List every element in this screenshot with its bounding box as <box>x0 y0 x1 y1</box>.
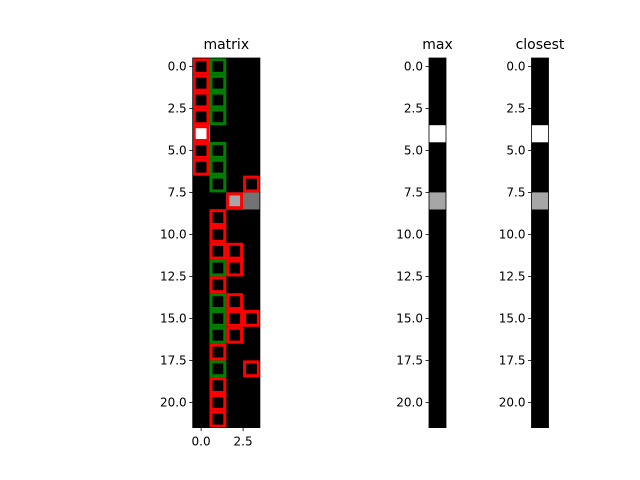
red-box <box>226 310 244 327</box>
panel-title: closest <box>516 37 565 53</box>
y-tick-label: 10.0 <box>499 228 526 242</box>
green-box <box>209 91 227 109</box>
y-tick-label: 7.5 <box>168 186 187 200</box>
heatmap-background <box>531 58 549 428</box>
max-panel: max 0.0 2.5 5.0 7.5 10.0 12.5 15.0 17.5 20.0 <box>396 37 453 429</box>
heatmap-cell <box>531 192 549 210</box>
green-box <box>209 310 227 327</box>
heatmap-cell <box>243 192 261 210</box>
red-box <box>226 293 244 311</box>
green-box <box>209 175 227 193</box>
green-box <box>209 74 227 92</box>
y-tick-label: 20.0 <box>396 396 423 410</box>
y-tick-label: 0.0 <box>506 60 525 74</box>
red-box <box>209 377 227 395</box>
red-box <box>192 158 210 176</box>
red-box <box>226 242 244 260</box>
green-box <box>209 360 227 378</box>
red-box <box>243 310 260 327</box>
green-box <box>209 158 227 176</box>
red-box <box>209 343 227 361</box>
red-box <box>209 410 227 428</box>
red-box <box>226 259 244 277</box>
axes-frame <box>531 57 549 429</box>
y-tick-label: 2.5 <box>168 102 187 116</box>
y-tick-label: 12.5 <box>396 270 423 284</box>
red-box <box>192 142 210 159</box>
heatmap-cell <box>429 192 447 210</box>
heatmap-cell <box>226 192 244 210</box>
y-tick-label: 12.5 <box>160 270 187 284</box>
axes-frame <box>192 57 261 429</box>
x-tick-label: 0.0 <box>192 435 211 449</box>
heatmap-cell <box>429 125 447 143</box>
red-box <box>243 175 260 193</box>
y-tick-label: 5.0 <box>404 144 423 158</box>
y-tick-label: 2.5 <box>506 102 525 116</box>
green-box <box>209 142 227 159</box>
y-tick-label: 15.0 <box>396 312 423 326</box>
y-tick-label: 15.0 <box>499 312 526 326</box>
y-tick-label: 20.0 <box>160 396 187 410</box>
y-tick-label: 7.5 <box>506 186 525 200</box>
red-box <box>209 209 227 226</box>
y-tick-label: 0.0 <box>168 60 187 74</box>
green-box <box>209 58 227 75</box>
green-box <box>209 326 227 344</box>
red-box <box>192 125 210 142</box>
red-box <box>243 360 260 378</box>
red-box <box>192 58 210 75</box>
red-box <box>209 242 227 260</box>
red-box <box>192 91 210 109</box>
y-tick-label: 10.0 <box>160 228 187 242</box>
y-tick-label: 0.0 <box>404 60 423 74</box>
green-box <box>209 293 227 311</box>
y-tick-label: 2.5 <box>404 102 423 116</box>
red-box <box>226 192 244 210</box>
red-box <box>192 108 210 126</box>
red-box <box>226 326 244 344</box>
y-tick-label: 10.0 <box>396 228 423 242</box>
y-tick-label: 5.0 <box>168 144 187 158</box>
axes-frame <box>428 57 447 429</box>
matrix-panel: matrix 0.0 2.5 5.0 7.5 10.0 12.5 15.0 17.5 20.0 0.… <box>160 37 261 449</box>
closest-panel: closest 0.0 2.5 5.0 7.5 10.0 12.5 15.0 17.5 20.0 <box>499 37 565 429</box>
green-box <box>209 108 227 126</box>
red-box <box>209 226 227 243</box>
y-tick-label: 20.0 <box>499 396 526 410</box>
heatmap-cell <box>531 125 549 143</box>
y-tick-label: 15.0 <box>160 312 187 326</box>
heatmap-background <box>429 58 446 428</box>
heatmap-cell <box>192 125 210 143</box>
panel-title: matrix <box>203 37 249 53</box>
red-box <box>192 74 210 92</box>
x-tick-label: 2.5 <box>234 435 253 449</box>
red-box <box>209 394 227 411</box>
y-tick-label: 12.5 <box>499 270 526 284</box>
y-tick-label: 17.5 <box>396 354 423 368</box>
red-box <box>209 276 227 294</box>
y-tick-label: 17.5 <box>160 354 187 368</box>
y-tick-label: 7.5 <box>404 186 423 200</box>
panel-title: max <box>422 37 453 53</box>
y-tick-label: 17.5 <box>499 354 526 368</box>
y-tick-label: 5.0 <box>506 144 525 158</box>
green-box <box>209 259 227 277</box>
